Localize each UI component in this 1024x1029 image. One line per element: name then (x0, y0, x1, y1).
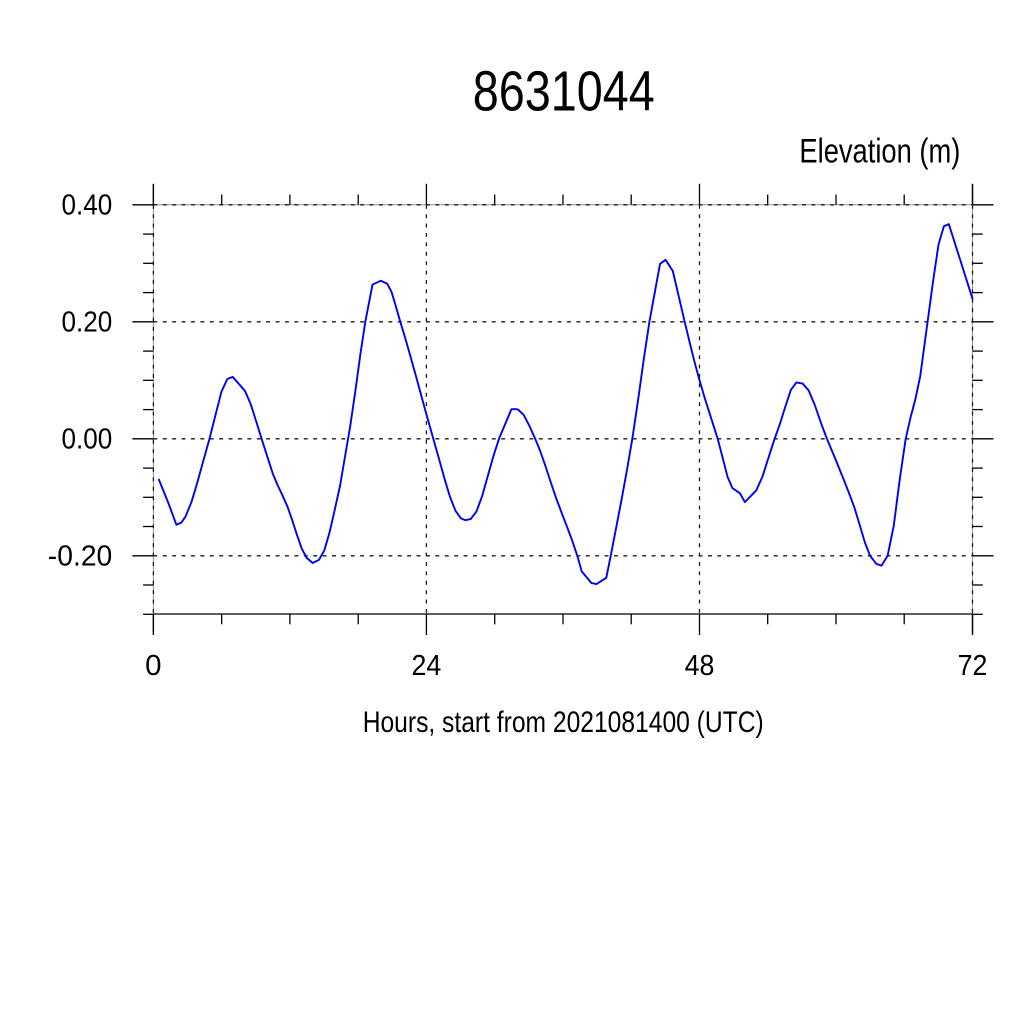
svg-text:0.20: 0.20 (62, 307, 113, 339)
svg-text:Hours, start from 2021081400 (: Hours, start from 2021081400 (UTC) (363, 706, 764, 739)
svg-text:-0.20: -0.20 (48, 541, 113, 573)
svg-text:0: 0 (145, 650, 161, 682)
svg-text:Elevation (m): Elevation (m) (799, 133, 960, 171)
svg-text:48: 48 (685, 650, 715, 682)
svg-text:0.40: 0.40 (62, 190, 113, 222)
svg-text:0.00: 0.00 (62, 424, 113, 456)
svg-text:8631044: 8631044 (473, 59, 655, 123)
svg-text:72: 72 (958, 650, 988, 682)
svg-text:24: 24 (412, 650, 442, 682)
